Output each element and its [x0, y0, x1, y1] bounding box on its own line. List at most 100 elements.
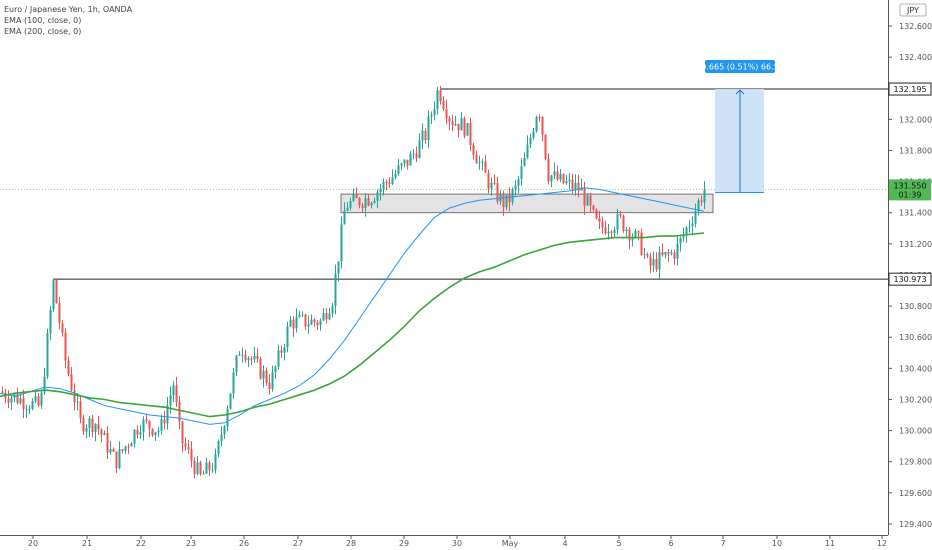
candle-up: [631, 237, 634, 241]
candle-up: [166, 405, 169, 424]
candle-up: [220, 434, 223, 442]
candle-up: [160, 419, 163, 431]
x-tick-label: May: [502, 539, 519, 548]
candle-down: [367, 198, 370, 206]
candle-up: [172, 385, 175, 396]
candle-down: [655, 259, 658, 270]
candle-up: [535, 117, 538, 132]
x-tick-label: 23: [186, 539, 196, 548]
y-tick-label: 130.400: [899, 364, 932, 373]
candle-down: [640, 232, 643, 255]
candle-down: [259, 358, 262, 379]
y-tick-label: 129.600: [899, 489, 932, 498]
candle-down: [358, 198, 361, 206]
candle-up: [364, 198, 367, 208]
candle-up: [370, 202, 373, 206]
candle-up: [580, 187, 583, 191]
candle-up: [697, 200, 700, 212]
candle-up: [670, 252, 673, 254]
candle-down: [280, 350, 283, 353]
candle-up: [460, 118, 463, 131]
measure-arrow-head: [735, 89, 745, 95]
candle-up: [499, 193, 502, 202]
candle-down: [463, 118, 466, 136]
candle-up: [217, 441, 220, 455]
candle-up: [391, 177, 394, 185]
candle-up: [142, 419, 145, 432]
candle-up: [397, 165, 400, 174]
candle-up: [586, 195, 589, 206]
x-tick-label: 7: [720, 539, 725, 548]
candle-down: [472, 145, 475, 156]
candle-down: [325, 312, 328, 320]
candle-down: [538, 117, 541, 119]
symbol-title: Euro / Japanese Yen, 1h, OANDA: [4, 5, 133, 14]
candle-up: [238, 354, 241, 356]
candle-up: [31, 400, 34, 409]
y-tick-label: 130.000: [899, 427, 932, 436]
candle-up: [478, 162, 481, 164]
candle-down: [484, 161, 487, 173]
candle-up: [319, 320, 322, 326]
candle-down: [7, 398, 10, 403]
candle-down: [199, 462, 202, 474]
candle-up: [607, 231, 610, 234]
candle-up: [400, 163, 403, 166]
x-tick-label: 29: [399, 539, 409, 548]
price-tag-bottom-bg: [888, 272, 932, 286]
candle-up: [664, 252, 667, 256]
candle-down: [637, 231, 640, 233]
candle-down: [448, 118, 451, 122]
candle-up: [430, 114, 433, 117]
candle-up: [340, 224, 343, 262]
support-zone: [340, 193, 714, 214]
candle-up: [634, 231, 637, 238]
candle-down: [496, 183, 499, 202]
candle-up: [40, 392, 43, 406]
candle-up: [517, 178, 520, 186]
candle-up: [643, 254, 646, 256]
candle-up: [433, 108, 436, 115]
candle-up: [85, 428, 88, 432]
candle-up: [205, 462, 208, 474]
candle-up: [301, 314, 304, 316]
candle-up: [343, 210, 346, 225]
candle-down: [406, 159, 409, 166]
candle-down: [619, 214, 622, 216]
y-tick-label: 129.400: [899, 520, 932, 529]
candle-up: [550, 175, 553, 182]
candle-down: [439, 90, 442, 102]
candle-up: [514, 185, 517, 190]
x-tick-label: 21: [82, 539, 92, 548]
candle-down: [385, 181, 388, 183]
candle-down: [415, 153, 418, 158]
candle-up: [679, 237, 682, 244]
price-tag-top-bg: [888, 82, 932, 96]
candle-up: [94, 423, 97, 433]
candle-down: [577, 182, 580, 191]
candle-up: [88, 418, 91, 429]
currency-box: [899, 3, 927, 17]
x-tick-label: 10: [772, 539, 782, 548]
candle-up: [274, 366, 277, 373]
candle-down: [163, 419, 166, 424]
candle-down: [1, 391, 4, 393]
ema200-label: EMA (200, close, 0): [4, 27, 82, 36]
y-tick-label: 130.600: [899, 333, 932, 342]
candle-up: [133, 429, 136, 444]
candle-up: [169, 395, 172, 406]
y-tick-label: 131.400: [899, 209, 932, 218]
candle-up: [253, 355, 256, 360]
candle-down: [487, 172, 490, 189]
price-tag-top: 132.195: [893, 85, 926, 94]
candle-up: [565, 181, 568, 184]
candle-down: [79, 401, 82, 419]
candle-up: [658, 252, 661, 270]
x-tick-label: 26: [239, 539, 249, 548]
candle-up: [418, 140, 421, 158]
candle-up: [46, 333, 49, 377]
candle-up: [373, 200, 376, 203]
candle-down: [175, 385, 178, 402]
candle-up: [247, 358, 250, 361]
